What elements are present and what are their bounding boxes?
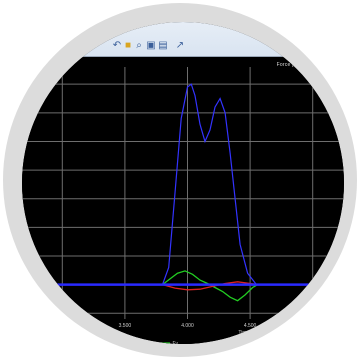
plot-area[interactable] — [22, 57, 344, 344]
x-axis-title: Time — [238, 330, 249, 336]
toolbar: ↶ ■ ⌕ ▣ ▤ ↗ — [22, 22, 344, 57]
x-tick-label: 4.500 — [244, 323, 257, 329]
series-line-0 — [31, 83, 344, 286]
plot-title: Force [N], Force plate 1 — [276, 62, 334, 68]
x-tick-label: 3.000 — [56, 323, 69, 329]
circle-crop: ↶ ■ ⌕ ▣ ▤ ↗ Force [N], Force plate 1 3.0… — [22, 22, 344, 344]
save-icon[interactable]: ▣ — [146, 40, 156, 51]
print-icon[interactable]: ▤ — [158, 40, 168, 51]
cursor-icon[interactable]: ↗ — [175, 40, 185, 51]
legend-label: Fy — [172, 341, 178, 344]
x-tick-label: 4.000 — [181, 323, 194, 329]
zoom-icon[interactable]: ⌕ — [136, 40, 142, 51]
frame-ring: ↶ ■ ⌕ ▣ ▤ ↗ Force [N], Force plate 1 3.0… — [3, 3, 357, 357]
x-tick-label: 5.000 — [306, 323, 319, 329]
folder-icon[interactable]: ■ — [124, 40, 132, 51]
series-line-2 — [162, 281, 258, 291]
undo-icon[interactable]: ↶ — [112, 40, 122, 51]
force-chart[interactable]: 3.000 3.500 4.000 4.500 5.000 Time Fy — [22, 57, 344, 344]
app-window: ↶ ■ ⌕ ▣ ▤ ↗ Force [N], Force plate 1 3.0… — [22, 22, 344, 344]
x-tick-label: 3.500 — [119, 323, 132, 329]
